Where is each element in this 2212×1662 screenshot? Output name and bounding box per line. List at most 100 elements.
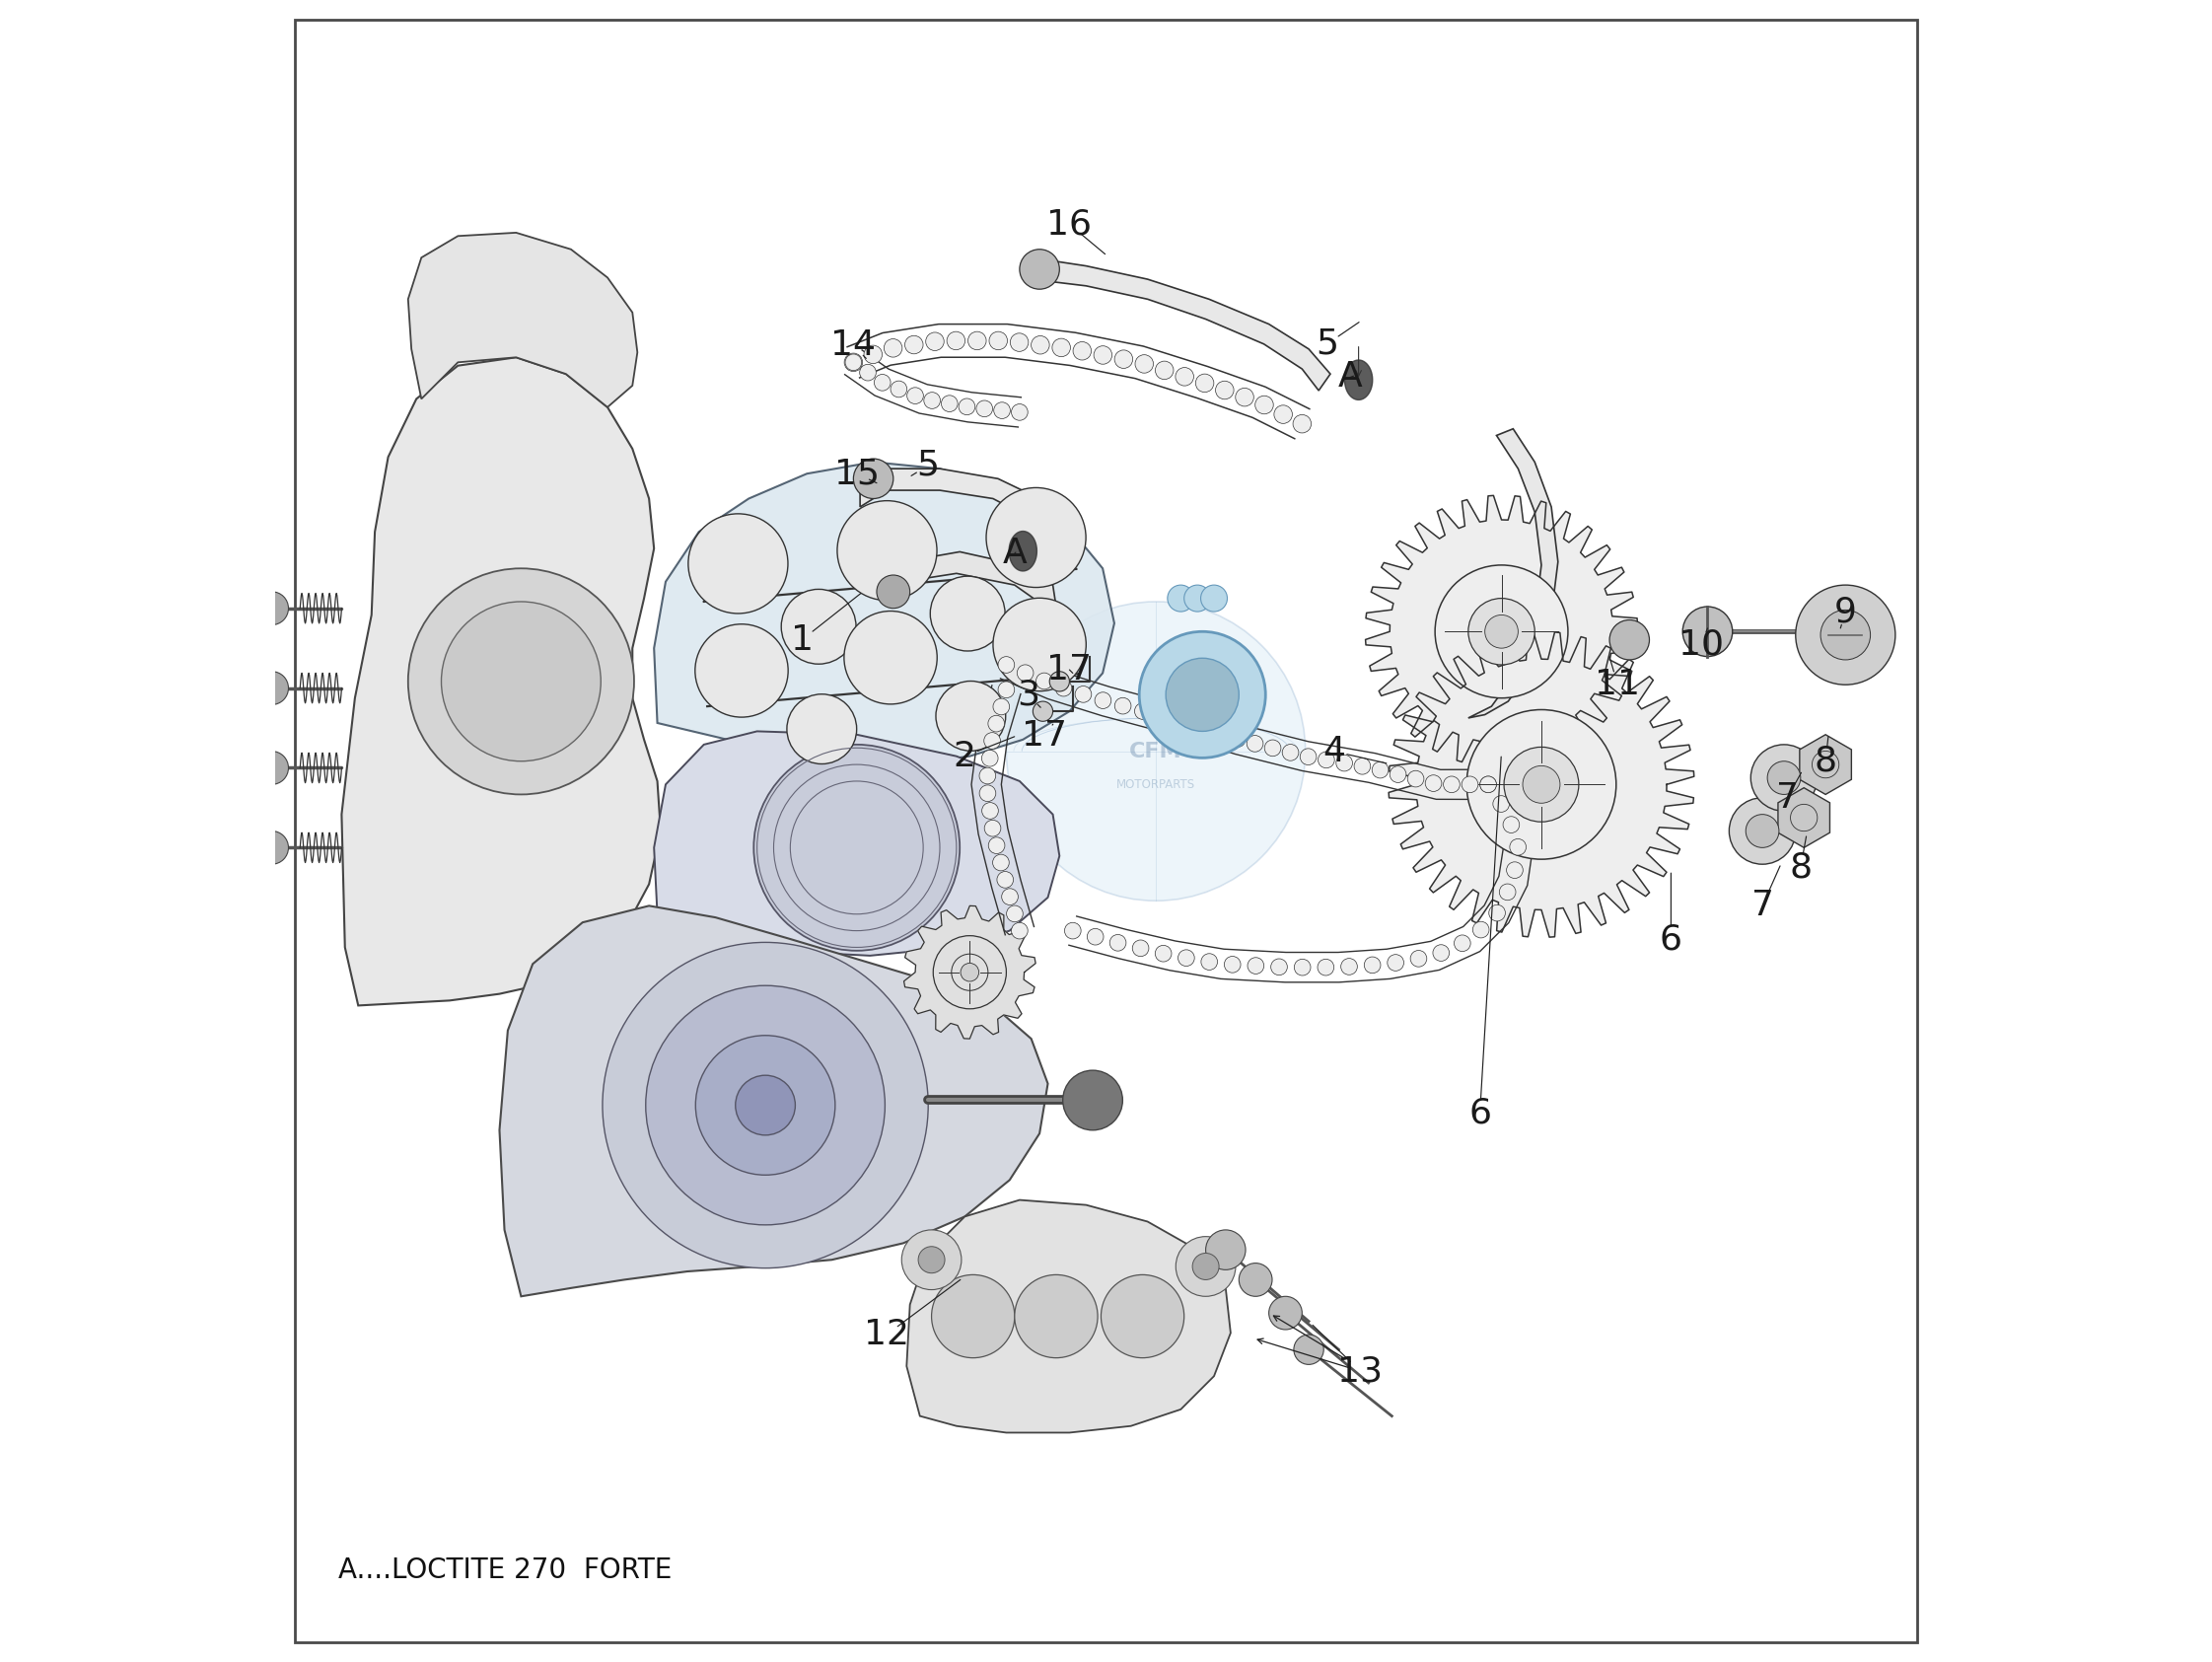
Circle shape bbox=[1064, 922, 1082, 939]
Circle shape bbox=[845, 354, 863, 371]
Circle shape bbox=[1453, 936, 1471, 951]
Circle shape bbox=[1175, 367, 1194, 386]
Circle shape bbox=[987, 487, 1086, 587]
Circle shape bbox=[1796, 585, 1896, 685]
Text: A: A bbox=[1338, 361, 1363, 394]
Text: 4: 4 bbox=[1323, 735, 1345, 768]
Text: A: A bbox=[1002, 537, 1026, 570]
Circle shape bbox=[1135, 703, 1150, 720]
Text: 3: 3 bbox=[1018, 678, 1040, 711]
Circle shape bbox=[836, 500, 938, 600]
Circle shape bbox=[1212, 725, 1228, 741]
Circle shape bbox=[1493, 796, 1509, 813]
Text: 12: 12 bbox=[865, 1318, 909, 1351]
Text: 2: 2 bbox=[953, 740, 975, 773]
Circle shape bbox=[933, 936, 1006, 1009]
Circle shape bbox=[891, 381, 907, 397]
Circle shape bbox=[1274, 406, 1292, 424]
Text: 1: 1 bbox=[790, 623, 814, 656]
Circle shape bbox=[1018, 665, 1033, 681]
Circle shape bbox=[1201, 954, 1217, 971]
Circle shape bbox=[1365, 957, 1380, 974]
Text: 13: 13 bbox=[1338, 1355, 1382, 1388]
Circle shape bbox=[1093, 346, 1113, 364]
Circle shape bbox=[942, 396, 958, 412]
Circle shape bbox=[1155, 361, 1175, 379]
Text: 5: 5 bbox=[916, 449, 940, 482]
Circle shape bbox=[1387, 954, 1405, 971]
Circle shape bbox=[787, 695, 856, 765]
Circle shape bbox=[989, 838, 1004, 854]
Circle shape bbox=[1294, 416, 1312, 432]
Polygon shape bbox=[907, 1200, 1230, 1433]
Text: 10: 10 bbox=[1679, 628, 1723, 661]
Circle shape bbox=[1206, 1230, 1245, 1270]
Circle shape bbox=[1230, 731, 1245, 748]
Text: 9: 9 bbox=[1834, 595, 1856, 628]
Circle shape bbox=[984, 733, 1000, 750]
Text: 8: 8 bbox=[1814, 745, 1836, 778]
Circle shape bbox=[1610, 620, 1650, 660]
Polygon shape bbox=[883, 552, 1055, 623]
Circle shape bbox=[969, 332, 987, 351]
Circle shape bbox=[1444, 776, 1460, 793]
Polygon shape bbox=[500, 906, 1048, 1296]
Polygon shape bbox=[1469, 429, 1557, 718]
Circle shape bbox=[980, 784, 995, 801]
Circle shape bbox=[1011, 332, 1029, 351]
Polygon shape bbox=[655, 731, 1060, 956]
Circle shape bbox=[646, 986, 885, 1225]
Circle shape bbox=[982, 750, 998, 766]
Circle shape bbox=[407, 568, 635, 794]
Circle shape bbox=[1411, 951, 1427, 967]
Circle shape bbox=[1194, 374, 1214, 392]
Text: 6: 6 bbox=[1659, 922, 1683, 956]
Circle shape bbox=[1473, 921, 1489, 937]
Circle shape bbox=[989, 715, 1004, 731]
Text: 15: 15 bbox=[834, 457, 880, 490]
Circle shape bbox=[958, 399, 975, 416]
Circle shape bbox=[993, 698, 1009, 715]
Text: 7: 7 bbox=[1776, 781, 1798, 814]
Circle shape bbox=[1155, 946, 1172, 962]
Circle shape bbox=[1809, 598, 1882, 671]
Circle shape bbox=[845, 354, 863, 372]
Circle shape bbox=[1194, 720, 1210, 736]
Circle shape bbox=[1522, 766, 1559, 803]
Circle shape bbox=[931, 1275, 1015, 1358]
Circle shape bbox=[1035, 673, 1053, 690]
Circle shape bbox=[1223, 956, 1241, 972]
Circle shape bbox=[1745, 814, 1778, 848]
Circle shape bbox=[1011, 922, 1029, 939]
Circle shape bbox=[1467, 710, 1617, 859]
Circle shape bbox=[1506, 863, 1522, 878]
Polygon shape bbox=[1031, 258, 1329, 391]
Text: 7: 7 bbox=[1752, 889, 1774, 922]
Circle shape bbox=[1730, 798, 1796, 864]
Circle shape bbox=[885, 339, 902, 357]
Circle shape bbox=[602, 942, 929, 1268]
Circle shape bbox=[695, 625, 787, 718]
Circle shape bbox=[1115, 351, 1133, 369]
Circle shape bbox=[1504, 748, 1579, 823]
Circle shape bbox=[1248, 957, 1263, 974]
Polygon shape bbox=[860, 469, 1064, 582]
Circle shape bbox=[1095, 691, 1110, 708]
Circle shape bbox=[254, 831, 288, 864]
Text: 17: 17 bbox=[1022, 720, 1066, 753]
Circle shape bbox=[1175, 715, 1190, 731]
Circle shape bbox=[931, 577, 1004, 652]
Circle shape bbox=[1294, 959, 1312, 976]
Circle shape bbox=[1135, 354, 1152, 372]
Circle shape bbox=[1484, 615, 1517, 648]
Text: 8: 8 bbox=[1790, 851, 1812, 884]
Circle shape bbox=[254, 671, 288, 705]
Text: 6: 6 bbox=[1469, 1097, 1491, 1130]
Circle shape bbox=[902, 1230, 962, 1290]
Circle shape bbox=[1480, 776, 1498, 793]
Circle shape bbox=[1177, 1237, 1237, 1296]
Text: 17: 17 bbox=[1046, 653, 1093, 686]
Circle shape bbox=[1183, 585, 1210, 612]
Circle shape bbox=[960, 964, 980, 981]
Circle shape bbox=[1075, 686, 1091, 703]
